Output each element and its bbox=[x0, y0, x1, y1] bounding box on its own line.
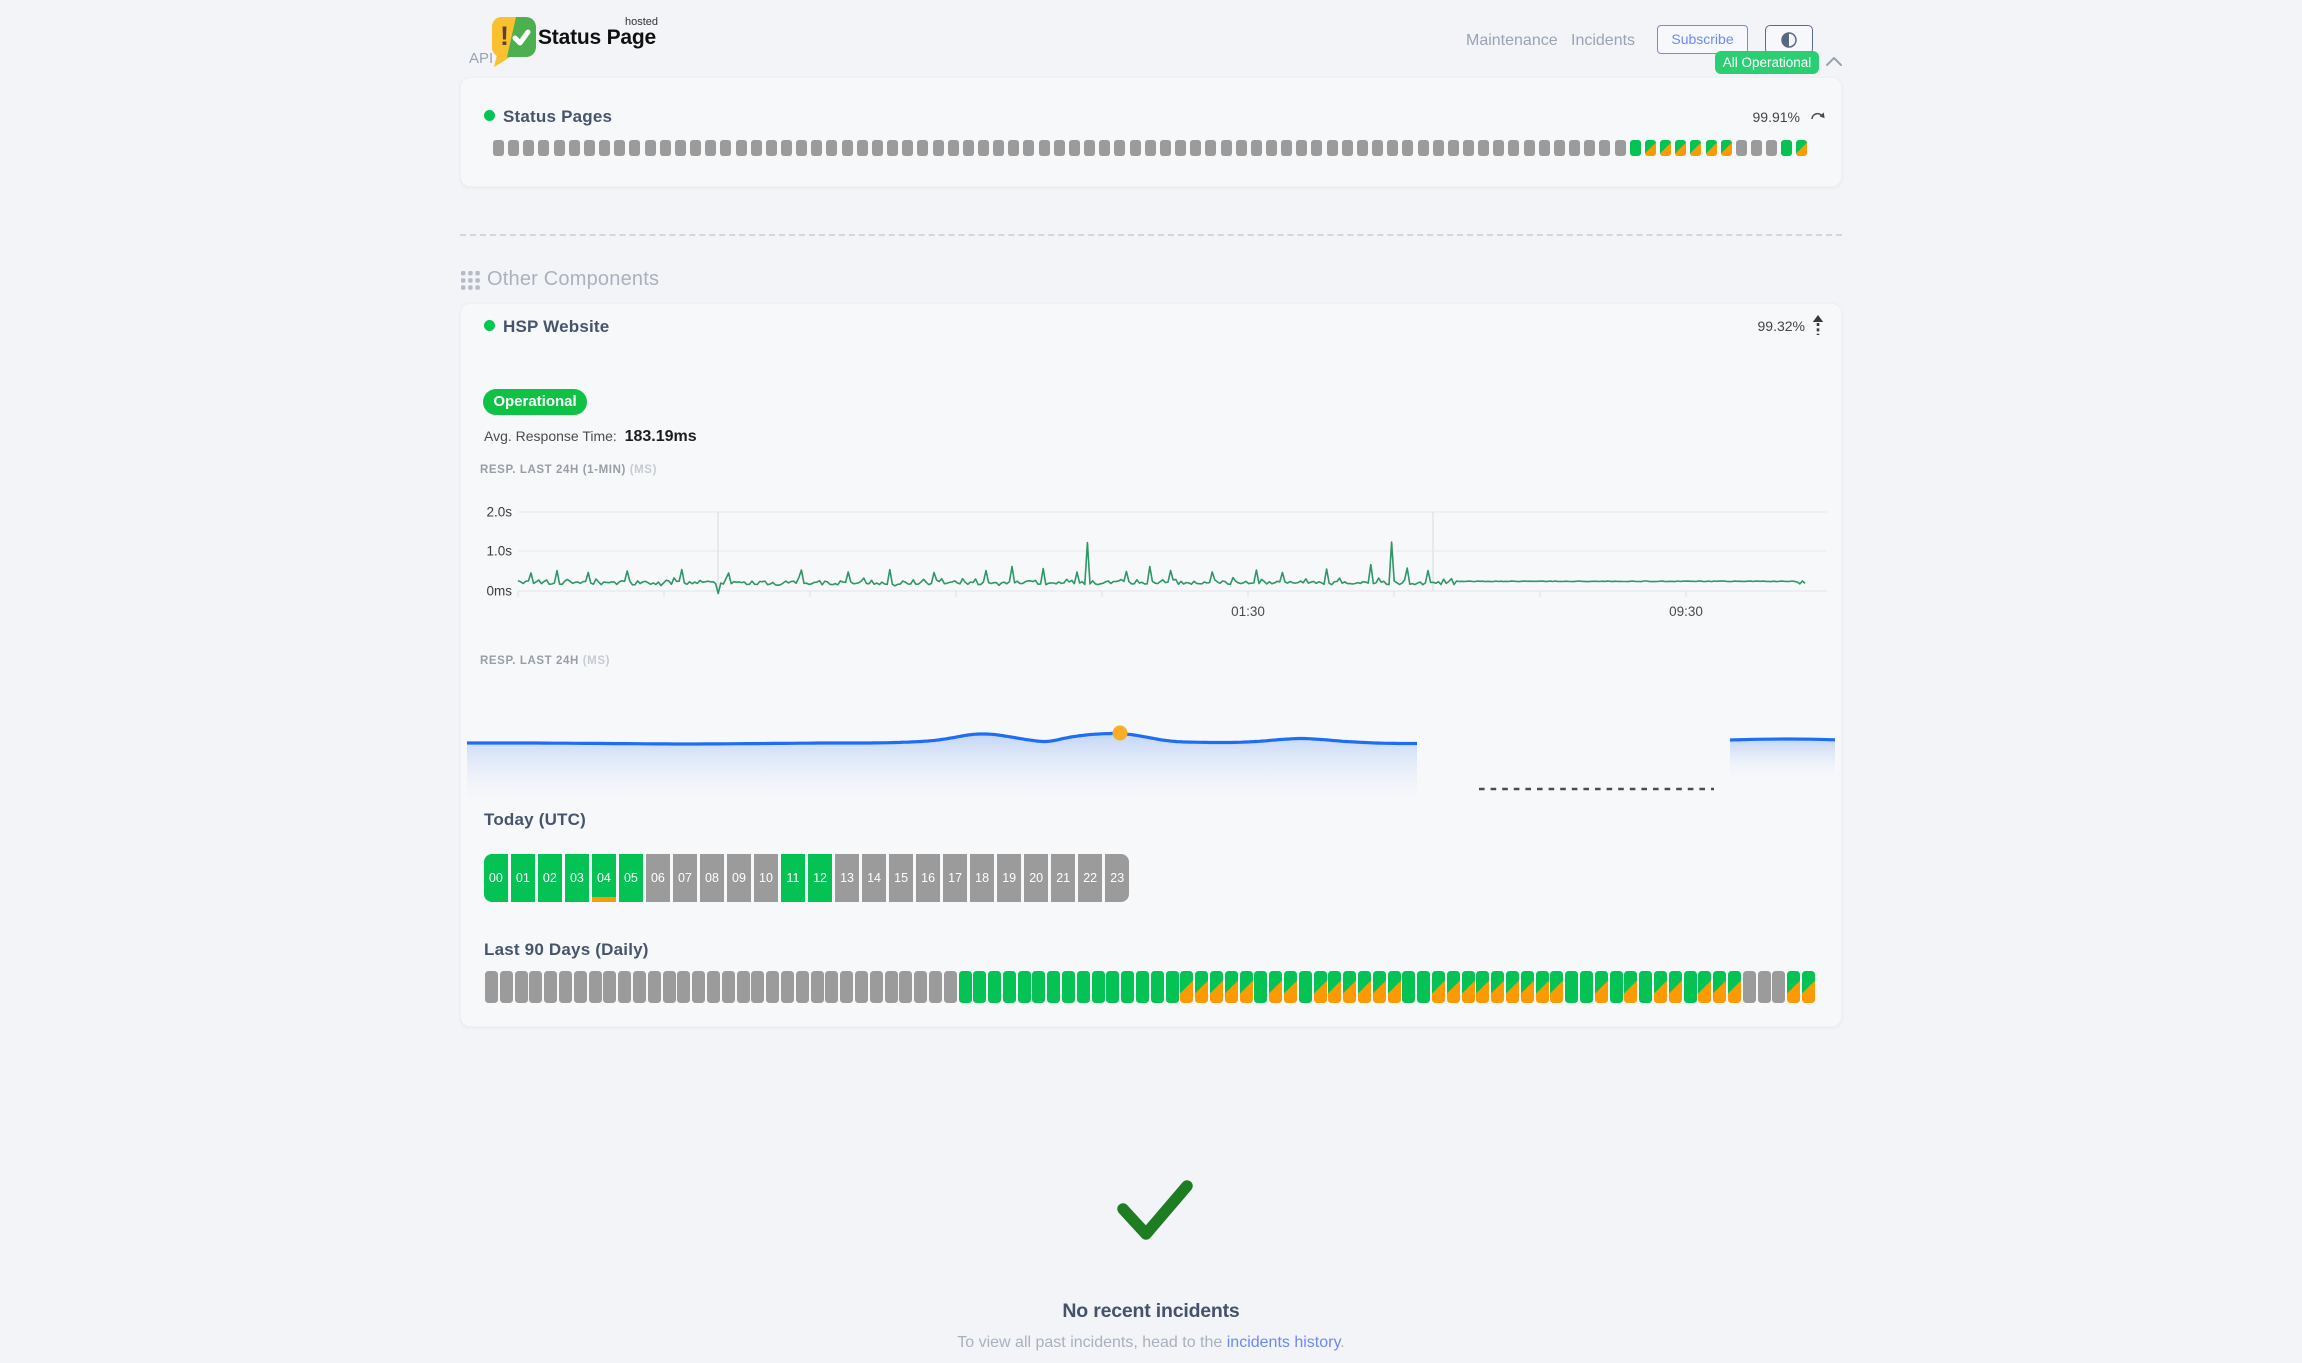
svg-text:1.0s: 1.0s bbox=[486, 544, 512, 559]
svg-text:!: ! bbox=[500, 21, 509, 51]
svg-text:0ms: 0ms bbox=[486, 584, 512, 599]
svg-text:09:30: 09:30 bbox=[1669, 604, 1703, 619]
svg-text:01:30: 01:30 bbox=[1231, 604, 1265, 619]
svg-text:2.0s: 2.0s bbox=[486, 505, 512, 520]
